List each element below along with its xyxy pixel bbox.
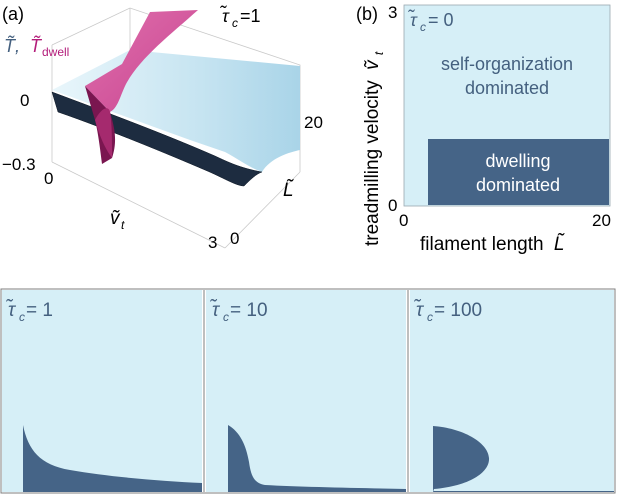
bottom-panel-1-dwell-region <box>23 425 202 492</box>
b-x-tick-0: 0 <box>399 211 408 230</box>
dwell-label-1: dwelling <box>485 151 550 171</box>
z-tick-0: 0 <box>20 91 29 110</box>
zlabel-Tdwell: T̃ <box>30 35 43 56</box>
bottom-panel-3-tau-symbol: τ̃ <box>413 299 425 321</box>
panel-a-tau-sub: c <box>232 16 238 30</box>
b-x-axis-label-symbol: L̃ <box>554 233 565 255</box>
y-tick-20: 20 <box>304 113 323 132</box>
b-y-axis-label-sub: t <box>372 51 386 55</box>
zlabel-Tdwell-sub: dwell <box>42 45 69 59</box>
bottom-panel-2-tau-symbol: τ̃ <box>209 299 221 321</box>
bottom-panel-3-dwell-region <box>433 426 614 492</box>
self-org-label-1: self-organization <box>441 54 573 74</box>
bottom-panels: τ̃ c = 1 τ̃ c = 10 τ̃ c = 100 <box>0 288 616 494</box>
x-axis-label: ṽ <box>110 208 121 229</box>
x-axis-label-sub: t <box>121 218 125 232</box>
self-org-label-2: dominated <box>465 78 549 98</box>
y-axis-label: L̃ <box>283 179 294 201</box>
bottom-frame <box>0 288 616 494</box>
surface-Tdwell-front <box>95 108 112 158</box>
x-tick-3: 3 <box>208 233 217 252</box>
panel-b-tau-symbol: τ̃ <box>408 9 418 30</box>
bottom-panel-2: τ̃ c = 10 <box>203 290 406 492</box>
bottom-panel-2-tau-value: = 10 <box>230 300 268 321</box>
bottom-panel-3-tau-value: = 100 <box>434 300 482 321</box>
z-tick-minus03: −0.3 <box>2 155 36 174</box>
bottom-panel-1-tau-value: = 1 <box>26 300 53 321</box>
b-y-axis-label: treadmilling velocity ṽ t <box>362 51 386 246</box>
x-tick-0: 0 <box>44 169 53 188</box>
panel-a-tau-symbol: τ̃ <box>220 5 230 26</box>
b-y-tick-3: 3 <box>388 3 397 22</box>
b-y-axis-label-text: treadmilling velocity <box>362 80 383 246</box>
dwell-label-2: dominated <box>476 175 560 195</box>
surface-Tdwell-light <box>85 10 198 112</box>
bottom-panel-1-tau-symbol: τ̃ <box>5 299 17 321</box>
panel-b: (b) τ̃ c = 0 self-organization dominated… <box>356 3 611 255</box>
bottom-panel-1: τ̃ c = 1 <box>2 290 202 492</box>
zlabel-T: T̃, <box>4 35 20 56</box>
b-y-tick-0: 0 <box>388 196 397 215</box>
panel-b-tau-sub: c <box>420 20 426 34</box>
panel-a: (a) τ̃ c =1 T̃, T̃ dwell 0 −0.3 0 3 ṽ t <box>2 4 323 252</box>
bottom-panel-3-tau-sub: c <box>427 310 433 324</box>
b-x-axis-label-text: filament length <box>420 234 544 255</box>
b-x-tick-20: 20 <box>592 211 611 230</box>
bottom-panel-1-tau-sub: c <box>19 310 25 324</box>
b-x-axis-label: filament length L̃ <box>420 233 565 255</box>
panel-b-tau-value: = 0 <box>428 10 454 30</box>
dwell-region <box>428 139 609 205</box>
panel-a-label: (a) <box>2 4 24 24</box>
b-y-axis-label-symbol: ṽ <box>362 59 383 70</box>
panel-a-tau-value: =1 <box>240 6 261 26</box>
bottom-panel-3: τ̃ c = 100 <box>407 290 614 492</box>
bottom-panel-2-tau-sub: c <box>223 310 229 324</box>
y-tick-0: 0 <box>230 229 239 248</box>
panel-b-label: (b) <box>356 4 378 24</box>
bottom-panel-2-dwell-region <box>228 425 406 492</box>
